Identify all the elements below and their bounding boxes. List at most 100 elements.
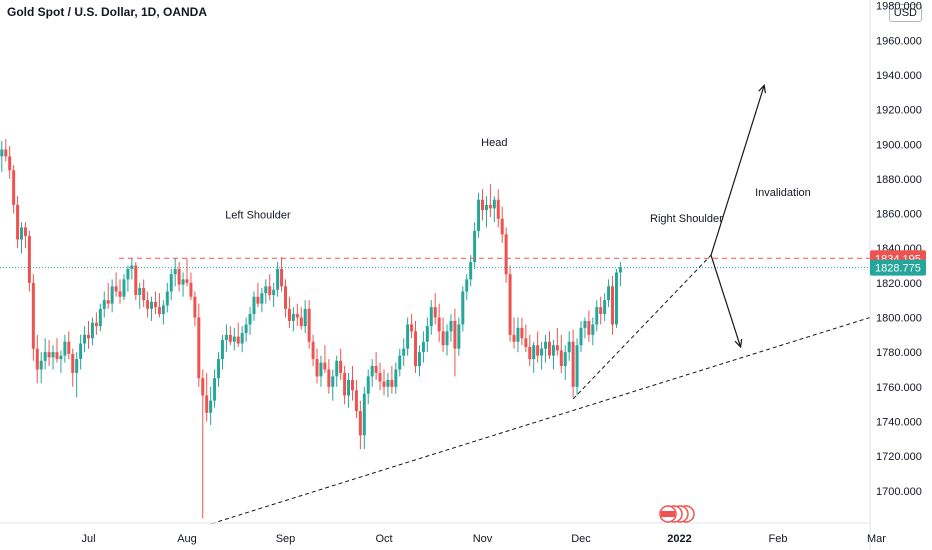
candles-layer bbox=[0, 139, 622, 519]
annotation-label[interactable]: Invalidation bbox=[755, 187, 811, 199]
candle bbox=[512, 317, 516, 349]
candle bbox=[244, 317, 248, 342]
candle-body bbox=[8, 156, 12, 171]
candle bbox=[488, 184, 492, 218]
candle bbox=[291, 307, 295, 332]
candle-body bbox=[299, 317, 303, 327]
candle bbox=[559, 334, 563, 373]
projection-arrow[interactable] bbox=[710, 254, 743, 349]
candle bbox=[185, 258, 189, 287]
time-axis[interactable]: Jul Aug Sep Oct Nov Dec 2022 Feb Mar bbox=[0, 522, 886, 545]
annotation-label[interactable]: Right Shoulder bbox=[650, 213, 723, 225]
candle bbox=[496, 189, 500, 228]
x-tick-label: Jul bbox=[81, 533, 95, 545]
candle-body bbox=[134, 265, 138, 295]
candle bbox=[449, 314, 453, 342]
candle-body bbox=[520, 327, 524, 339]
trend-line[interactable] bbox=[572, 254, 712, 400]
candle-body bbox=[193, 296, 197, 318]
candle bbox=[477, 192, 481, 238]
y-tick-label: 1700.000 bbox=[876, 486, 922, 498]
candle-body bbox=[27, 236, 31, 283]
candle bbox=[110, 279, 114, 313]
candle-body bbox=[83, 334, 87, 344]
candle bbox=[508, 265, 512, 342]
candle-body bbox=[67, 341, 71, 354]
projection-arrow[interactable] bbox=[710, 84, 766, 256]
candle bbox=[20, 222, 24, 254]
candle bbox=[579, 320, 583, 353]
candle-body bbox=[51, 352, 55, 358]
candle-body bbox=[39, 360, 43, 370]
candle bbox=[209, 386, 213, 425]
candle-body bbox=[575, 345, 579, 387]
candle-body bbox=[504, 234, 508, 275]
candle-body bbox=[414, 331, 418, 367]
y-tick-label: 1780.000 bbox=[876, 347, 922, 359]
candle-body bbox=[378, 372, 382, 382]
x-tick-label: Aug bbox=[177, 533, 197, 545]
candle bbox=[130, 258, 134, 280]
y-tick-label: 1720.000 bbox=[876, 451, 922, 463]
x-tick-label: Mar bbox=[867, 533, 886, 545]
candle-body bbox=[402, 348, 406, 356]
annotation-label[interactable]: Left Shoulder bbox=[225, 210, 291, 222]
candle bbox=[264, 279, 268, 304]
candle-body bbox=[138, 288, 142, 295]
annotation-label[interactable]: Head bbox=[481, 137, 507, 149]
candle-body bbox=[303, 308, 307, 327]
candle-body bbox=[500, 218, 504, 235]
candle-body bbox=[457, 324, 461, 349]
candle bbox=[500, 206, 504, 244]
candle bbox=[425, 317, 429, 353]
candle bbox=[461, 286, 465, 332]
candle bbox=[260, 288, 264, 313]
candle bbox=[481, 189, 484, 221]
candle bbox=[417, 345, 421, 377]
candle-body bbox=[12, 170, 16, 205]
candle-body bbox=[79, 343, 83, 360]
candle-body bbox=[228, 334, 232, 342]
candle-body bbox=[488, 204, 492, 209]
candle bbox=[232, 327, 236, 351]
candle-body bbox=[551, 345, 555, 356]
candle bbox=[23, 222, 27, 249]
candle bbox=[327, 359, 331, 394]
x-tick-label: Sep bbox=[276, 533, 296, 545]
candle bbox=[339, 348, 343, 380]
candle-body bbox=[591, 324, 595, 335]
candle bbox=[528, 334, 532, 367]
candle bbox=[4, 139, 8, 162]
candle bbox=[39, 352, 43, 384]
candle-body bbox=[55, 352, 59, 360]
candle bbox=[59, 350, 63, 373]
price-axis[interactable]: 1980.000 1960.000 1940.000 1920.000 1900.000… bbox=[869, 0, 926, 550]
candle bbox=[414, 320, 418, 373]
candle-body bbox=[484, 204, 488, 211]
candle bbox=[122, 274, 126, 301]
candle bbox=[181, 272, 185, 297]
currency-button[interactable]: USD bbox=[888, 4, 922, 22]
candle bbox=[142, 279, 146, 308]
candle bbox=[378, 362, 382, 391]
candle-body bbox=[102, 300, 106, 309]
candle bbox=[252, 291, 256, 321]
y-tick-label: 1800.000 bbox=[876, 313, 922, 325]
candle-body bbox=[213, 378, 217, 401]
candle bbox=[429, 300, 433, 335]
candle-body bbox=[280, 268, 284, 287]
candle bbox=[433, 293, 437, 325]
candle bbox=[374, 352, 378, 380]
candle-body bbox=[260, 293, 264, 304]
candle bbox=[169, 268, 173, 301]
svg-text:1828.775: 1828.775 bbox=[875, 263, 921, 275]
candle-body bbox=[492, 199, 496, 209]
candle bbox=[390, 366, 394, 394]
trend-line[interactable] bbox=[211, 317, 871, 525]
candle-body bbox=[122, 279, 126, 297]
candle-body bbox=[410, 324, 414, 332]
candle-body bbox=[544, 341, 548, 349]
candle-body bbox=[425, 326, 429, 342]
candle bbox=[402, 338, 406, 367]
